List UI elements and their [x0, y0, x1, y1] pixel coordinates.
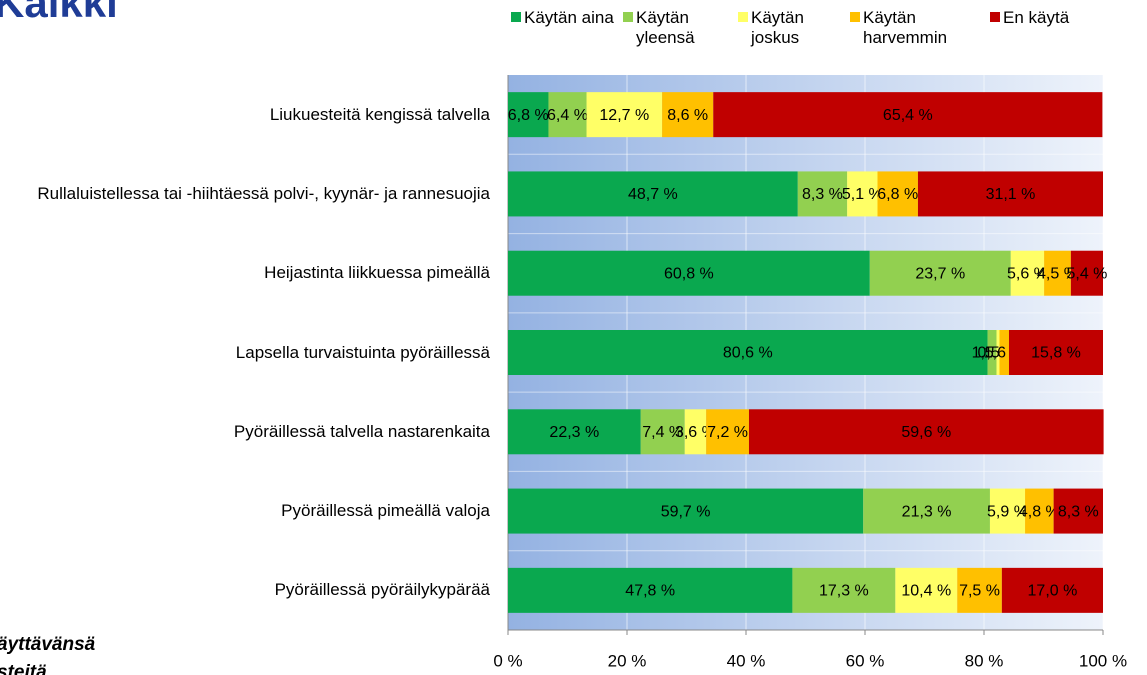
bar-segment: [1044, 250, 1071, 296]
y-tick-label: Liukuesteitä kengissä talvella: [269, 104, 490, 124]
data-label: 10,4 %: [901, 583, 951, 600]
data-label: 21,3 %: [902, 503, 952, 520]
data-label: 47,8 %: [625, 583, 675, 600]
bar-segment: [508, 171, 798, 217]
bar-segment: [989, 488, 1026, 534]
bar-segment: [1070, 250, 1103, 296]
bar-segment: [895, 567, 958, 613]
data-label: 8,3 %: [1058, 503, 1099, 520]
bar-segment: [508, 92, 549, 138]
bar-segment: [1010, 250, 1045, 296]
bar-segment: [640, 409, 685, 455]
data-label: 6,8 %: [877, 186, 918, 203]
data-label: 6,4 %: [547, 107, 588, 124]
data-label: 15,8 %: [1031, 345, 1081, 362]
bar-segment: [508, 330, 988, 375]
bar-segment: [987, 330, 997, 375]
legend-swatch: [511, 12, 521, 22]
x-tick-label: 0 %: [493, 651, 522, 670]
data-label: 65,4 %: [883, 107, 933, 124]
data-label: 7,2 %: [707, 424, 748, 441]
data-label: 48,7 %: [628, 186, 678, 203]
x-tick-label: 100 %: [1079, 651, 1127, 670]
data-label: 17,0 %: [1028, 583, 1078, 600]
legend-swatch: [850, 12, 860, 22]
bar-segment: [847, 171, 878, 217]
legend-label: Käytän yleensä: [636, 8, 695, 47]
data-label: 59,6 %: [901, 424, 951, 441]
data-label: 5,9 %: [987, 503, 1028, 520]
legend-swatch: [623, 12, 633, 22]
bar-segment: [508, 250, 870, 296]
data-label: 4,5 %: [1037, 265, 1078, 282]
bar-segment: [957, 567, 1002, 613]
data-label: 60,8 %: [664, 265, 714, 282]
x-tick-label: 20 %: [608, 651, 647, 670]
bar-segment: [869, 250, 1011, 296]
bar-segment: [917, 171, 1103, 217]
bar-segment: [706, 409, 749, 455]
x-tick-label: 60 %: [846, 651, 885, 670]
bar-segment: [713, 92, 1103, 138]
data-label: 5,6 %: [1007, 265, 1048, 282]
legend-swatch: [990, 12, 1000, 22]
data-label: 80,6 %: [723, 345, 773, 362]
bar-segment: [548, 92, 587, 138]
bar-segment: [748, 409, 1104, 455]
bar-segment: [508, 409, 641, 455]
data-label: 7,4 %: [642, 424, 683, 441]
data-label: 5,1 %: [842, 186, 883, 203]
y-tick-label: Heijastinta liikkuessa pimeällä: [264, 263, 490, 283]
bar-segment: [662, 92, 714, 138]
bar-segment: [1025, 488, 1054, 534]
bar-segment: [999, 330, 1009, 375]
x-tick-label: 40 %: [727, 651, 766, 670]
bar-segment: [508, 567, 793, 613]
bar-segment: [996, 330, 1000, 375]
legend-label: Käytän joskus: [751, 8, 804, 47]
data-label: 7,5 %: [959, 583, 1000, 600]
data-label: 8,6 %: [667, 107, 708, 124]
bar-segment: [1053, 488, 1103, 534]
chart-title: Kaikki: [0, 0, 118, 26]
data-label: 59,7 %: [661, 503, 711, 520]
bar-segment: [586, 92, 663, 138]
annotation: steitä: [0, 662, 47, 675]
data-label: 3,6 %: [675, 424, 716, 441]
data-label: 4,8 %: [1019, 503, 1060, 520]
bar-segment: [1001, 567, 1103, 613]
data-label: 17,3 %: [819, 583, 869, 600]
data-label: 22,3 %: [549, 424, 599, 441]
data-label: 6,8 %: [508, 107, 549, 124]
y-tick-label: Lapsella turvaistuinta pyöräillessä: [235, 342, 490, 362]
y-tick-label: Pyöräillessä pyöräilykypärää: [274, 580, 490, 600]
y-tick-label: Pyöräillessä pimeällä valoja: [281, 501, 490, 521]
bar-segment: [792, 567, 896, 613]
legend-label: Käytän harvemmin: [863, 8, 948, 47]
bar-segment: [877, 171, 918, 217]
bar-segment: [863, 488, 990, 534]
legend-label: Käytän aina: [524, 8, 614, 27]
bar-segment: [797, 171, 848, 217]
data-label: 31,1 %: [986, 186, 1036, 203]
bar-segment: [684, 409, 707, 455]
annotation: äyttävänsä: [0, 634, 96, 655]
legend-swatch: [738, 12, 748, 22]
data-label: 12,7 %: [599, 107, 649, 124]
legend-label: En käytä: [1003, 8, 1070, 27]
bar-segment: [1008, 330, 1103, 375]
data-label: 8,3 %: [802, 186, 843, 203]
y-tick-label: Rullaluistellessa tai -hiihtäessä polvi-…: [37, 183, 490, 203]
y-tick-label: Pyöräillessä talvella nastarenkaita: [233, 421, 490, 441]
data-label: 23,7 %: [915, 265, 965, 282]
data-label: 5,4 %: [1066, 265, 1107, 282]
x-tick-label: 80 %: [965, 651, 1004, 670]
bar-segment: [508, 488, 864, 534]
